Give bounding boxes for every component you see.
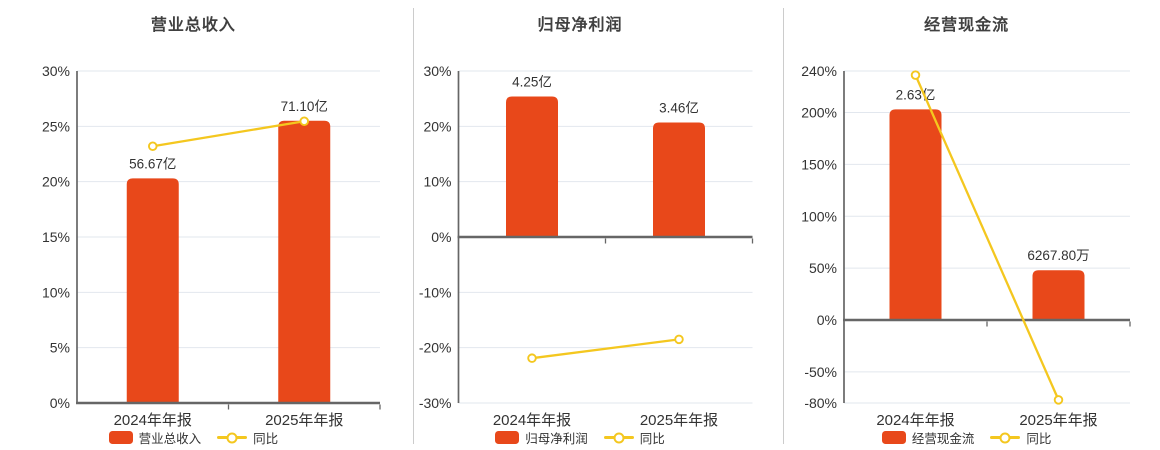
line-marker-icon: [217, 432, 248, 443]
legend-line-label: 同比: [253, 432, 279, 446]
x-axis-label: 2024年年报: [877, 412, 955, 429]
y-axis-label: 0%: [817, 312, 837, 328]
revenue-chart-plot: 30% 25% 20% 15% 10% 5% 0% 56.67亿 71.10亿 2024年年报 20…: [42, 63, 381, 429]
bar-value-label: 2.63亿: [896, 87, 936, 102]
bar-value-label: 3.46亿: [659, 100, 699, 115]
line-point[interactable]: [147, 141, 158, 152]
bar[interactable]: [652, 122, 705, 237]
y-axis-label: 150%: [802, 156, 838, 172]
net-profit-chart-plot: 30% 20% 10% 0% -10% -20% -30% 4.25亿 3.46亿 2024年年报…: [418, 63, 753, 429]
legend-bar-label: 归母净利润: [525, 432, 588, 446]
bar[interactable]: [889, 109, 942, 320]
bar[interactable]: [505, 96, 558, 237]
bar-swatch-icon: [495, 431, 520, 444]
legend: 归母净利润 同比: [387, 428, 774, 447]
y-axis-label: -30%: [418, 395, 451, 411]
bar-value-label: 71.10亿: [281, 99, 328, 114]
chart-panel-net-profit: 归母净利润 30% 20% 10% 0% -10% -20% -30% 4.25亿 3.46亿 2…: [387, 0, 774, 450]
legend-line-label: 同比: [639, 432, 665, 446]
y-axis-label: 0%: [50, 395, 70, 411]
legend: 经营现金流 同比: [773, 428, 1160, 447]
y-axis-label: -50%: [805, 364, 838, 380]
y-axis-label: 5%: [50, 340, 70, 356]
y-axis-label: 100%: [802, 208, 838, 224]
bar-value-label: 4.25亿: [512, 74, 552, 89]
y-axis-label: -20%: [418, 340, 451, 356]
chart-title: 归母净利润: [537, 17, 623, 34]
line-point[interactable]: [1054, 395, 1064, 405]
trend-line: [152, 120, 305, 148]
chart-title: 经营现金流: [924, 17, 1010, 34]
line-point[interactable]: [673, 334, 684, 345]
line-point[interactable]: [911, 70, 921, 80]
cash-flow-chart-plot: 240% 200% 150% 100% 50% 0% -50% -80% 2.63亿 6267.8…: [802, 63, 1131, 429]
chart-panel-cash-flow: 经营现金流 240% 200% 150% 100% 50% 0% -50% -80% 2.63亿…: [773, 0, 1160, 450]
y-axis-label: 20%: [423, 118, 451, 134]
legend-item-bar[interactable]: 经营现金流: [881, 428, 975, 447]
bar[interactable]: [278, 120, 331, 404]
bar-swatch-icon: [108, 431, 133, 444]
y-axis-label: 0%: [431, 229, 451, 245]
y-axis-label: 15%: [42, 229, 70, 245]
legend-item-bar[interactable]: 归母净利润: [495, 428, 588, 447]
bar-swatch-icon: [881, 431, 906, 444]
legend-item-line[interactable]: 同比: [603, 428, 665, 447]
y-axis-label: 20%: [42, 174, 70, 190]
chart-title: 营业总收入: [150, 17, 236, 34]
y-axis-label: 10%: [423, 174, 451, 190]
line-point[interactable]: [526, 353, 537, 363]
x-axis-label: 2025年年报: [265, 412, 343, 429]
panel-separator: [782, 8, 784, 444]
y-axis-label: -80%: [805, 395, 838, 411]
x-axis-label: 2025年年报: [639, 412, 717, 429]
line-marker-icon: [990, 432, 1021, 443]
chart-panel-revenue: 营业总收入 30% 25% 20% 15% 10% 5% 0% 56.67亿 71.10亿 202…: [0, 0, 387, 450]
panel-separator: [412, 8, 414, 444]
bar-value-label: 56.67亿: [129, 156, 176, 171]
bar[interactable]: [126, 178, 179, 403]
y-axis-label: 10%: [42, 284, 70, 300]
legend-line-label: 同比: [1026, 432, 1052, 446]
y-axis-label: -10%: [418, 284, 451, 300]
y-axis-label: 30%: [423, 63, 451, 79]
x-axis-label: 2024年年报: [114, 412, 192, 429]
trend-line: [914, 74, 1060, 401]
bar-value-label: 6267.80万: [1028, 248, 1090, 263]
y-axis-label: 240%: [802, 63, 838, 79]
x-axis-label: 2025年年报: [1020, 412, 1098, 429]
legend-bar-label: 营业总收入: [138, 432, 202, 446]
legend: 营业总收入 同比: [0, 428, 387, 447]
y-axis-label: 30%: [42, 63, 70, 79]
y-axis-label: 200%: [802, 105, 838, 121]
legend-item-bar[interactable]: 营业总收入: [108, 428, 202, 447]
line-point[interactable]: [299, 116, 310, 126]
legend-item-line[interactable]: 同比: [217, 428, 278, 447]
y-axis-label: 50%: [809, 260, 837, 276]
trend-line: [531, 338, 679, 360]
legend-bar-label: 经营现金流: [911, 432, 975, 446]
bar[interactable]: [1032, 270, 1085, 320]
x-axis-label: 2024年年报: [492, 412, 570, 429]
y-axis-label: 25%: [42, 118, 70, 134]
line-marker-icon: [603, 432, 634, 443]
legend-item-line[interactable]: 同比: [990, 428, 1051, 447]
